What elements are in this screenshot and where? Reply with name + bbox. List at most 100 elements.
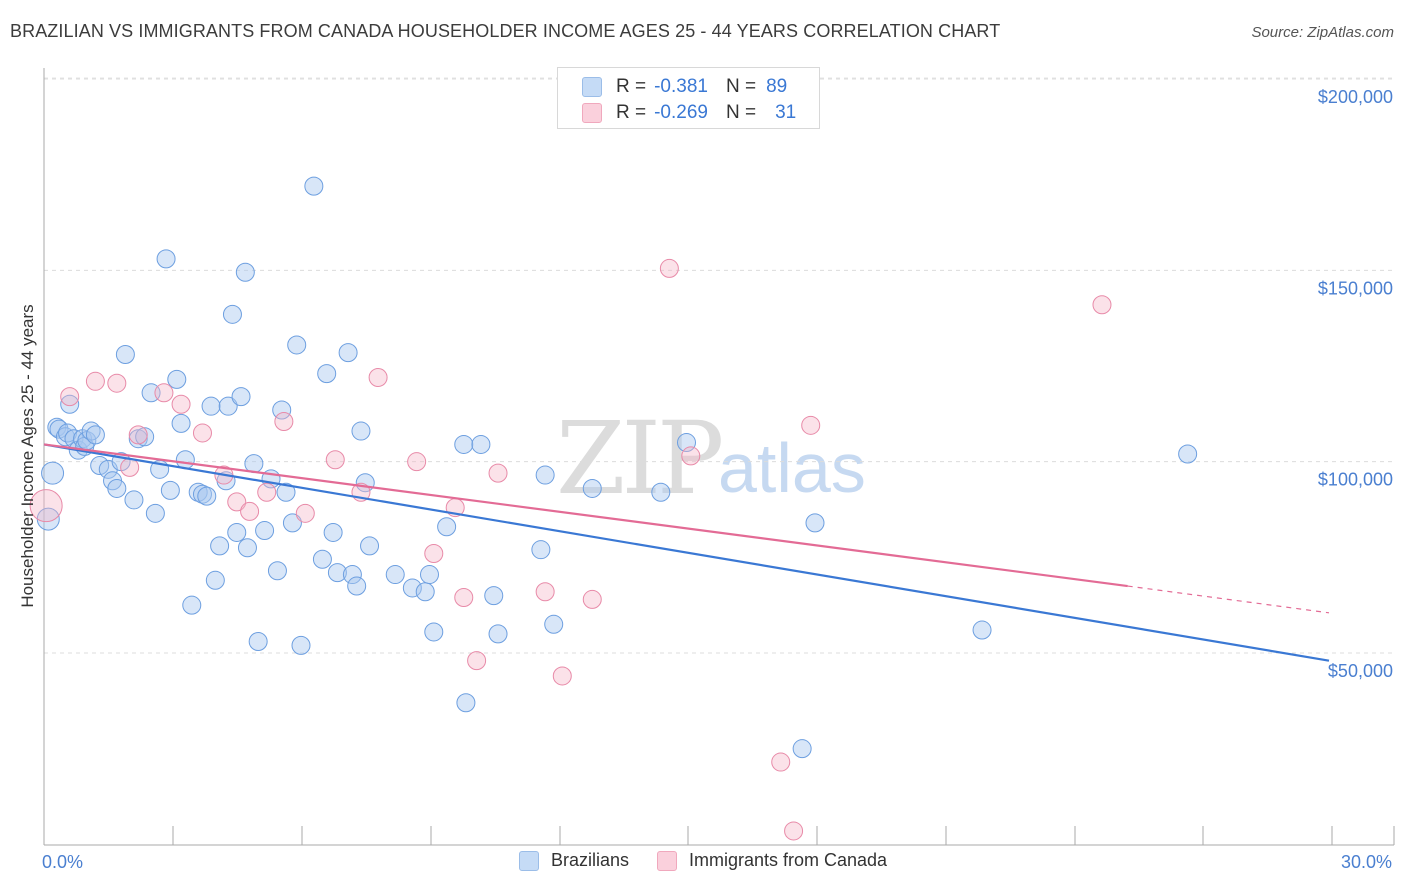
brazilians-point [805, 513, 825, 533]
immigrants-canada-point [29, 489, 63, 523]
chart-title: BRAZILIAN VS IMMIGRANTS FROM CANADA HOUS… [10, 21, 1001, 41]
n-value: 89 [766, 76, 788, 97]
brazilians-point [237, 538, 257, 558]
brazilians-point [360, 536, 380, 556]
brazilians-point [651, 482, 671, 502]
brazilians-point [156, 249, 176, 269]
n-label: N = [725, 76, 757, 97]
brazilians-point [437, 517, 457, 537]
brazilians-point [267, 561, 287, 581]
immigrants-canada-point [784, 821, 804, 841]
brazilians-point [338, 343, 358, 363]
brazilians-point [235, 262, 255, 282]
source-label: Source: ZipAtlas.com [1251, 24, 1394, 41]
immigrants-canada-point [274, 411, 294, 431]
x-tick-min: 0.0% [42, 852, 84, 872]
brazilians-point [248, 632, 268, 652]
chart-legend: Brazilians Immigrants from Canada [0, 850, 1406, 871]
brazilians-point [135, 427, 155, 447]
n-label: N = [725, 102, 757, 123]
immigrants-canada-point [295, 503, 315, 523]
brazilians-point [218, 396, 238, 416]
brazilians-point [205, 570, 225, 590]
immigrants-canada-point [552, 666, 572, 686]
immigrants-canada-point [582, 589, 602, 609]
brazilians-point [471, 434, 491, 454]
y-axis-label: Householder Income Ages 25 - 44 years [18, 304, 37, 608]
immigrants-canada-point [454, 588, 474, 608]
brazilians-point [312, 549, 332, 569]
immigrants-canada-point [192, 423, 212, 443]
brazilians-point [60, 394, 80, 414]
brazilians-point [167, 369, 187, 389]
immigrants-canada-point [171, 394, 191, 414]
immigrants-canada-point [801, 415, 821, 435]
axes [43, 68, 1395, 846]
x-tick-max: 30.0% [1340, 852, 1392, 872]
brazilians-point [182, 595, 202, 615]
trend-lines [43, 443, 1330, 662]
immigrants-canada-point [535, 582, 555, 602]
r-value: -0.381 [654, 76, 708, 97]
gridlines [44, 77, 1396, 654]
brazilians-point [244, 454, 264, 474]
immigrants-canada-point [488, 463, 508, 483]
immigrants-canada-trend-line [43, 443, 1128, 588]
immigrants-canada-point [1092, 295, 1112, 315]
brazilians-point [792, 739, 812, 759]
brazilians-point [201, 396, 221, 416]
brazilians-point [41, 461, 65, 485]
brazilians-point [210, 536, 230, 556]
brazilians-point [347, 576, 367, 596]
immigrants-canada-point [227, 492, 247, 512]
brazilians-point [231, 387, 251, 407]
y-tick-label: $50,000 [1328, 661, 1393, 681]
brazilians-point [197, 486, 217, 506]
immigrants-canada-trend-extension [1127, 585, 1330, 614]
legend-item-brazilians[interactable]: Brazilians [518, 850, 629, 871]
brazilians-point [415, 582, 435, 602]
immigrants-canada-legend-swatch [656, 850, 677, 871]
brazilians-point [582, 478, 602, 498]
immigrants-canada-point [107, 373, 127, 393]
immigrants-canada-points [29, 258, 1112, 841]
immigrants-canada-point [240, 501, 260, 521]
brazilians-point [291, 635, 311, 655]
legend-item-immigrants-canada[interactable]: Immigrants from Canada [656, 850, 888, 871]
brazilians-point [420, 565, 439, 585]
brazilians-point [385, 565, 405, 585]
immigrants-canada-point [368, 367, 388, 387]
immigrants-canada-point [424, 544, 444, 564]
brazilians-legend-swatch [518, 850, 539, 871]
brazilians-point [531, 540, 551, 560]
brazilians-point [124, 490, 144, 510]
brazilians-point [327, 563, 347, 583]
y-tick-label: $100,000 [1318, 470, 1393, 490]
stats-row-immigrants-canada: R = -0.269 N = 31 [558, 99, 796, 127]
immigrants-canada-point [325, 450, 345, 470]
brazilians-points [36, 176, 1198, 759]
brazilians-point [171, 413, 191, 433]
immigrants-canada-point [120, 457, 140, 477]
brazilians-point [227, 522, 247, 542]
immigrants-canada-point [85, 371, 105, 391]
legend-label: Immigrants from Canada [688, 850, 888, 870]
r-value: -0.269 [654, 102, 708, 123]
brazilians-point [456, 693, 476, 713]
immigrants-canada-point [771, 752, 791, 772]
brazilians-point [424, 622, 444, 642]
brazilians-point [255, 521, 275, 541]
brazilians-point [342, 565, 362, 585]
brazilians-point [323, 522, 343, 542]
brazilians-point [145, 503, 165, 523]
brazilians-point [488, 624, 508, 644]
immigrants-canada-point [407, 452, 427, 472]
legend-label: Brazilians [550, 850, 629, 870]
brazilians-point [282, 513, 302, 533]
immigrants-canada-point [257, 482, 277, 502]
immigrants-canada-point [128, 425, 148, 445]
y-tick-labels: $50,000 $100,000 $150,000 $200,000 [1318, 87, 1393, 681]
brazilians-point [107, 478, 127, 498]
immigrants-canada-point [467, 651, 487, 671]
